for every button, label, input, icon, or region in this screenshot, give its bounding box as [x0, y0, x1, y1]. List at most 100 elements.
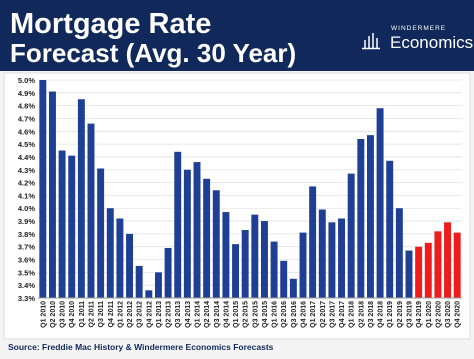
bar	[270, 241, 278, 298]
y-tick-label: 3.6%	[18, 256, 35, 265]
bar	[154, 272, 162, 298]
y-tick-label: 4.9%	[18, 89, 35, 98]
x-tick-label: Q4 2016	[301, 301, 308, 328]
x-tick-label: Q4 2013	[185, 301, 192, 328]
x-tick-label: Q3 2014	[214, 301, 221, 328]
bar	[48, 91, 56, 299]
y-tick-label: 4.8%	[18, 102, 35, 111]
bar	[289, 278, 297, 298]
bar	[347, 173, 355, 298]
y-tick-label: 5.0%	[18, 76, 35, 85]
bar	[193, 162, 201, 298]
bar	[395, 208, 403, 298]
bar	[183, 169, 191, 298]
bar	[58, 150, 66, 298]
bar	[77, 99, 85, 298]
bar	[415, 246, 423, 298]
x-tick-label: Q2 2011	[89, 301, 96, 328]
bar	[338, 218, 346, 298]
x-tick-label: Q3 2016	[291, 301, 298, 328]
title-line: Mortgage Rate	[10, 8, 211, 40]
bar	[309, 186, 317, 298]
bar	[39, 80, 47, 298]
x-tick-label: Q2 2013	[166, 301, 173, 328]
y-tick-label: 3.5%	[18, 268, 35, 277]
x-tick-label: Q2 2018	[358, 301, 365, 328]
logo-brand: WINDERMERE	[391, 25, 446, 32]
bar	[97, 168, 105, 298]
bar	[106, 208, 114, 298]
bar	[260, 221, 268, 298]
x-tick-label: Q4 2014	[223, 301, 230, 328]
y-tick-label: 4.3%	[18, 166, 35, 175]
x-tick-label: Q1 2018	[349, 301, 356, 328]
bar	[212, 190, 220, 298]
x-tick-label: Q3 2011	[98, 301, 105, 328]
y-tick-label: 3.3%	[18, 294, 35, 303]
y-tick-label: 4.5%	[18, 140, 35, 149]
bar	[135, 265, 143, 298]
x-tick-label: Q1 2013	[156, 301, 163, 328]
x-tick-label: Q3 2015	[252, 301, 259, 328]
x-tick-label: Q2 2016	[281, 301, 288, 328]
bar	[87, 123, 95, 298]
bar	[405, 250, 413, 298]
bar	[241, 230, 249, 298]
x-tick-label: Q1 2019	[387, 301, 394, 328]
bar	[328, 222, 336, 298]
title-line: Forecast (Avg. 30 Year)	[10, 38, 296, 68]
y-tick-label: 3.4%	[18, 281, 35, 290]
logo-icon	[362, 33, 380, 50]
x-tick-label: Q1 2016	[272, 301, 279, 328]
x-tick-label: Q1 2014	[195, 301, 202, 328]
bar	[376, 108, 384, 298]
x-tick-label: Q1 2015	[233, 301, 240, 328]
bar	[280, 260, 288, 298]
y-tick-label: 4.0%	[18, 204, 35, 213]
y-tick-label: 3.8%	[18, 230, 35, 239]
bar	[434, 231, 442, 298]
x-tick-label: Q3 2019	[407, 301, 414, 328]
x-tick-label: Q2 2014	[204, 301, 211, 328]
source-note: Source: Freddie Mac History & Windermere…	[8, 342, 274, 352]
bar	[251, 214, 259, 298]
x-tick-label: Q3 2013	[175, 301, 182, 328]
bar	[126, 233, 134, 298]
x-tick-label: Q1 2020	[426, 301, 433, 328]
x-tick-label: Q2 2020	[435, 301, 442, 328]
bar	[232, 244, 240, 298]
bar	[164, 247, 172, 298]
y-tick-label: 4.2%	[18, 179, 35, 188]
x-tick-label: Q4 2018	[378, 301, 385, 328]
bar	[453, 232, 461, 298]
x-tick-label: Q2 2015	[243, 301, 250, 328]
x-tick-label: Q3 2020	[445, 301, 452, 328]
x-tick-label: Q3 2010	[60, 301, 67, 328]
x-tick-label: Q1 2010	[40, 301, 47, 328]
y-tick-label: 4.1%	[18, 191, 35, 200]
x-tick-label: Q1 2017	[310, 301, 317, 328]
y-tick-label: 4.4%	[18, 153, 35, 162]
bar	[68, 155, 76, 298]
logo-name: Economics	[390, 33, 473, 52]
bar	[174, 151, 182, 298]
bar	[357, 138, 365, 298]
bar	[222, 212, 230, 298]
bar	[386, 160, 394, 298]
x-tick-label: Q4 2011	[108, 301, 115, 328]
x-tick-label: Q1 2012	[117, 301, 124, 328]
bar	[444, 222, 452, 298]
x-tick-label: Q2 2017	[320, 301, 327, 328]
y-tick-label: 4.6%	[18, 127, 35, 136]
bar	[145, 290, 153, 298]
x-tick-label: Q1 2011	[79, 301, 86, 328]
x-tick-label: Q3 2012	[137, 301, 144, 328]
bar	[424, 242, 432, 298]
bar	[299, 232, 307, 298]
x-tick-label: Q3 2017	[329, 301, 336, 328]
bar	[318, 209, 326, 298]
x-tick-label: Q2 2010	[50, 301, 57, 328]
header-band	[0, 0, 474, 71]
x-tick-label: Q4 2017	[339, 301, 346, 328]
